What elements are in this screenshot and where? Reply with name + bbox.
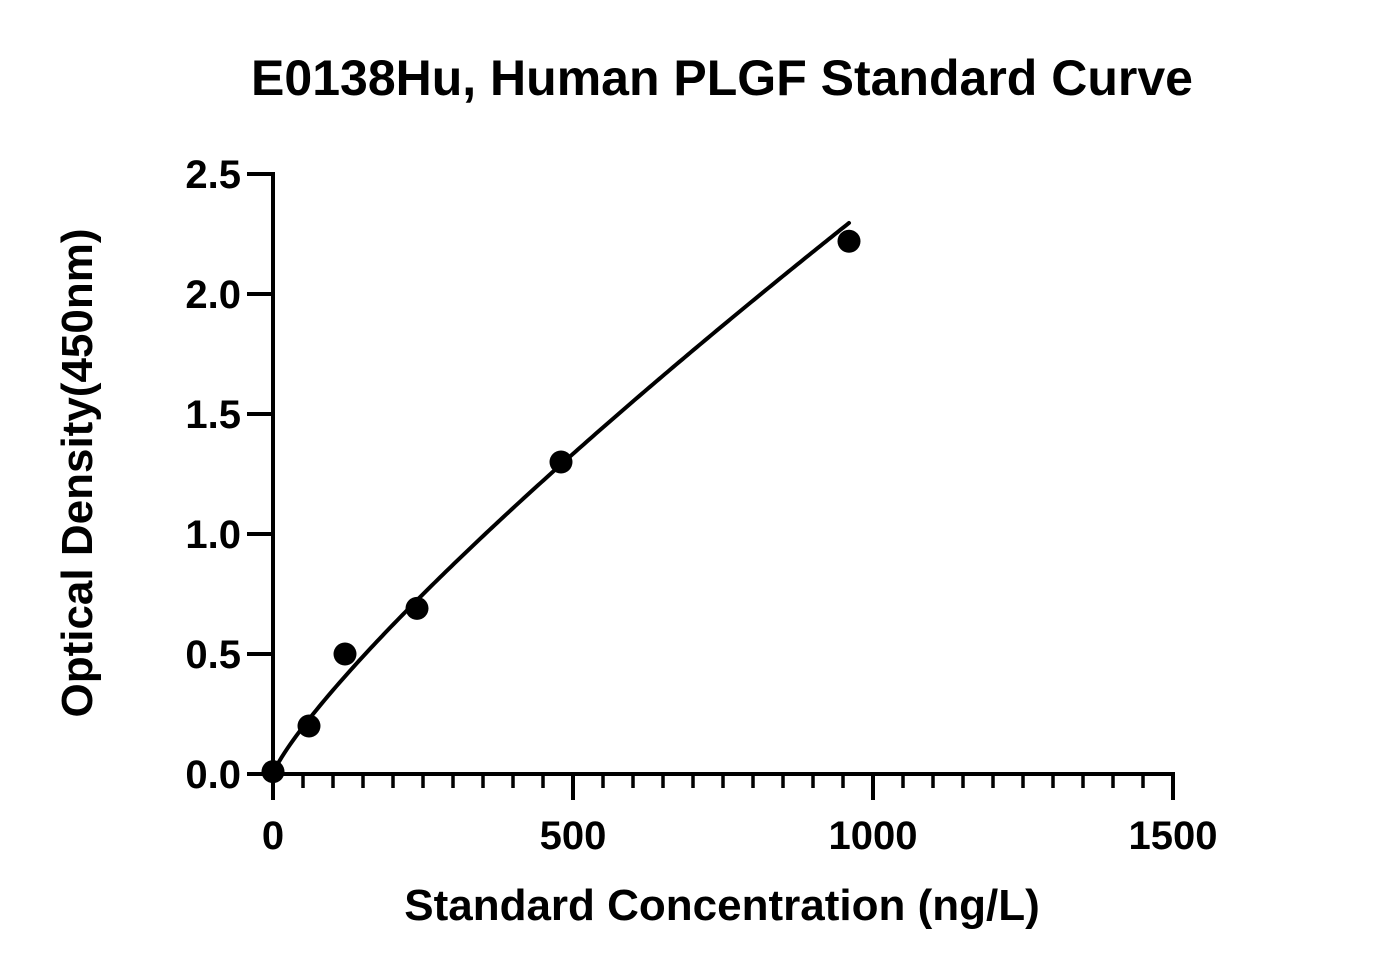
x-tick-label: 500 (540, 814, 607, 858)
x-axis-label: Standard Concentration (ng/L) (404, 881, 1040, 930)
x-tick-label: 0 (262, 814, 284, 858)
y-tick-label: 0.0 (185, 753, 241, 797)
y-axis-ticks: 0.0 0.5 1.0 1.5 2.0 2.5 (185, 153, 273, 797)
y-tick-label: 0.5 (185, 633, 241, 677)
data-point (261, 760, 285, 784)
data-point (837, 229, 861, 253)
x-tick-label: 1500 (1129, 814, 1218, 858)
fit-curve-group (271, 220, 851, 776)
data-point (297, 714, 321, 738)
y-tick-label: 2.0 (185, 273, 241, 317)
axes (271, 172, 1175, 776)
x-tick-label: 1000 (829, 814, 918, 858)
data-point (333, 642, 357, 666)
chart-title: E0138Hu, Human PLGF Standard Curve (251, 50, 1193, 106)
fit-curve (271, 220, 851, 776)
data-points (261, 229, 861, 784)
y-tick-label: 1.5 (185, 393, 241, 437)
x-axis-ticks: 0 500 1000 1500 (262, 774, 1218, 858)
y-tick-label: 2.5 (185, 153, 241, 197)
y-axis-label: Optical Density(450nm) (53, 228, 102, 717)
data-point (549, 450, 573, 474)
y-tick-label: 1.0 (185, 513, 241, 557)
data-point (405, 596, 429, 620)
